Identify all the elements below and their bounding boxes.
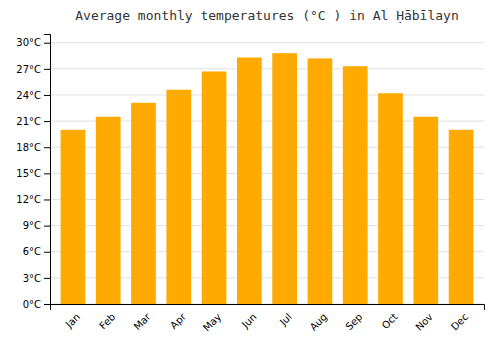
- y-tick-mark: [44, 278, 50, 279]
- x-tick-label: Nov: [413, 311, 435, 333]
- x-tick: Mar: [132, 310, 154, 332]
- bar: [413, 117, 438, 304]
- bar: [378, 93, 403, 304]
- x-tick: Jul: [277, 311, 294, 328]
- bar: [308, 58, 333, 304]
- y-tick: 3°C: [23, 273, 50, 284]
- y-tick: 15°C: [16, 168, 50, 179]
- chart: 0°C 3°C 6°C 9°C 12°C 15°C 18°C 21°C 24°C 27°C 30°C…: [0, 0, 500, 350]
- x-axis-line: [51, 305, 485, 311]
- y-tick-mark: [44, 199, 50, 200]
- x-tick-label: Aug: [308, 311, 330, 333]
- y-tick-mark: [44, 95, 50, 96]
- y-tick-mark: [44, 226, 50, 227]
- y-axis-line: [44, 35, 51, 305]
- y-tick-mark: [44, 304, 50, 305]
- y-tick-mark: [44, 43, 50, 44]
- bar: [272, 53, 297, 304]
- y-tick-mark: [44, 173, 50, 174]
- y-tick-label: 15°C: [16, 168, 41, 179]
- x-tick-label: Oct: [380, 311, 400, 331]
- y-tick: 21°C: [16, 116, 50, 127]
- x-tick: Jun: [239, 311, 259, 331]
- bar: [96, 117, 121, 304]
- y-tick: 12°C: [16, 194, 50, 205]
- x-tick-label: Mar: [132, 310, 154, 332]
- x-tick: Oct: [380, 311, 400, 331]
- x-axis: Jan Feb Mar Apr May Jun Jul Aug Sep Oct Nov Dec: [51, 305, 485, 334]
- y-tick: 27°C: [16, 64, 50, 75]
- y-tick-label: 9°C: [23, 220, 41, 231]
- title: Average monthly temperatures (°C ) in Al…: [75, 8, 459, 23]
- y-tick: 6°C: [23, 246, 50, 257]
- y-tick: 30°C: [16, 37, 50, 48]
- x-tick: Sep: [343, 311, 364, 332]
- x-tick-label: Jan: [63, 311, 82, 330]
- bar: [131, 103, 156, 304]
- y-tick-label: 12°C: [16, 194, 41, 205]
- grid: [50, 43, 484, 304]
- x-tick-label: May: [201, 311, 223, 333]
- grid-line: [50, 42, 484, 43]
- bar: [343, 66, 368, 304]
- x-tick-label: Dec: [449, 311, 470, 332]
- y-tick: 9°C: [23, 220, 50, 231]
- y-tick-label: 27°C: [16, 64, 41, 75]
- x-tick-label: Jul: [277, 311, 294, 328]
- bar: [166, 90, 191, 304]
- x-tick-label: Feb: [97, 311, 117, 331]
- y-axis: 0°C 3°C 6°C 9°C 12°C 15°C 18°C 21°C 24°C 27°C 30°C: [16, 35, 50, 310]
- y-tick-label: 18°C: [16, 142, 41, 153]
- bar: [449, 130, 474, 304]
- x-tick: Feb: [97, 311, 117, 331]
- y-tick: 18°C: [16, 142, 50, 153]
- grid-line: [50, 94, 484, 95]
- y-tick-label: 6°C: [23, 246, 41, 257]
- x-tick-label: Jun: [239, 311, 259, 331]
- bar: [237, 58, 262, 304]
- x-tick-label: Sep: [343, 311, 364, 332]
- y-tick-mark: [44, 252, 50, 253]
- x-tick: Jan: [63, 311, 82, 330]
- y-tick-label: 30°C: [16, 37, 41, 48]
- y-tick: 0°C: [23, 299, 50, 310]
- y-tick-mark: [44, 69, 50, 70]
- y-tick-mark: [44, 121, 50, 122]
- x-tick: Apr: [168, 310, 189, 331]
- bar: [61, 130, 86, 304]
- y-tick-label: 24°C: [16, 90, 41, 101]
- y-tick-label: 21°C: [16, 116, 41, 127]
- y-tick-label: 0°C: [23, 299, 41, 310]
- x-tick: Dec: [449, 311, 470, 332]
- x-tick: Aug: [308, 311, 330, 333]
- x-tick: May: [201, 311, 223, 333]
- y-tick-label: 3°C: [23, 273, 41, 284]
- bar: [202, 71, 227, 304]
- x-tick-label: Apr: [168, 310, 189, 331]
- x-tick: Nov: [413, 311, 435, 333]
- grid-line: [50, 68, 484, 69]
- plot-area: [61, 53, 474, 304]
- y-tick-mark: [44, 147, 50, 148]
- y-tick: 24°C: [16, 90, 50, 101]
